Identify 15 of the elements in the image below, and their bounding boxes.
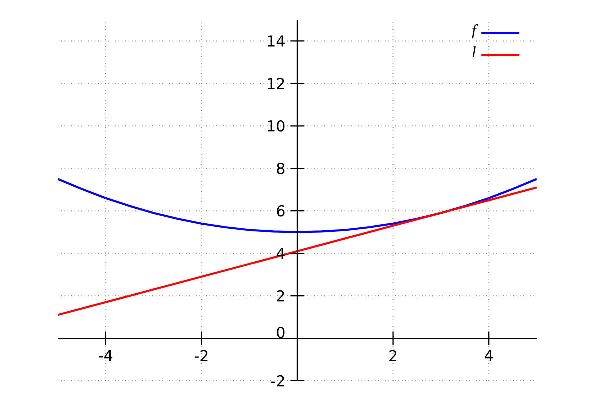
y-tick-label: -2 <box>271 375 284 387</box>
y-tick-label: 6 <box>277 205 285 217</box>
legend-label: f <box>472 24 478 39</box>
legend-label: l <box>472 46 476 58</box>
y-tick-label: 8 <box>277 162 285 174</box>
y-tick-label: 2 <box>277 290 284 302</box>
x-tick-label: -2 <box>194 350 208 362</box>
line-series <box>58 178 537 234</box>
y-tick-label: 12 <box>268 78 284 90</box>
y-tick-label: 14 <box>268 36 285 47</box>
x-tick-label: -4 <box>99 350 113 362</box>
x-tick-label: 2 <box>390 350 397 362</box>
y-tick-label: 10 <box>268 120 285 132</box>
y-tick-label: 0 <box>277 326 285 338</box>
x-tick-label: 4 <box>485 350 494 362</box>
